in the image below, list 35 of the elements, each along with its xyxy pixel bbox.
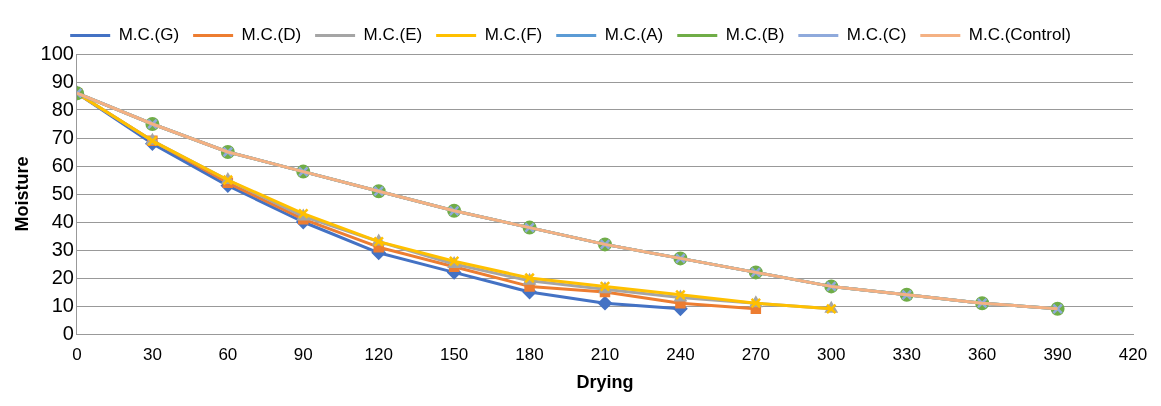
y-tick-label: 70: [51, 125, 74, 148]
y-tick-label: 90: [51, 69, 74, 92]
y-tick-label: 50: [51, 181, 74, 204]
x-tick-label: 270: [741, 344, 771, 364]
x-tick-label: 120: [364, 344, 393, 364]
x-tick-label: 180: [515, 344, 544, 364]
x-tick-label: 300: [817, 344, 846, 364]
legend-label: M.C.(A): [604, 25, 664, 45]
y-tick-label: 40: [51, 209, 74, 232]
legend-label: M.C.(Control): [968, 25, 1071, 45]
y-tick-label: 20: [51, 265, 74, 288]
x-tick-label: 360: [967, 344, 997, 364]
y-tick-label: 30: [51, 237, 74, 260]
legend-label: M.C.(E): [363, 25, 423, 45]
x-tick-label: 150: [439, 344, 469, 364]
x-tick-label: 30: [142, 344, 162, 364]
legend-label: M.C.(C): [846, 25, 907, 45]
y-tick-label: 100: [40, 41, 74, 64]
legend-label: M.C.(F): [484, 25, 543, 45]
y-tick-label: 60: [51, 153, 74, 176]
x-tick-label: 390: [1043, 344, 1072, 364]
y-tick-label: 0: [62, 321, 74, 344]
legend-label: M.C.(D): [241, 25, 302, 45]
legend-label: M.C.(G): [118, 25, 180, 45]
legend-label: M.C.(B): [725, 25, 785, 45]
y-axis-title: Moisture: [11, 156, 32, 232]
x-tick-label: 330: [892, 344, 921, 364]
x-axis-title: Drying: [576, 372, 634, 393]
x-tick-label: 210: [590, 344, 620, 364]
x-tick-label: 60: [218, 344, 238, 364]
x-tick-label: 420: [1118, 344, 1148, 364]
y-tick-label: 10: [51, 293, 74, 316]
x-tick-label: 90: [293, 344, 313, 364]
x-tick-label: 240: [666, 344, 695, 364]
y-tick-label: 80: [51, 97, 74, 120]
